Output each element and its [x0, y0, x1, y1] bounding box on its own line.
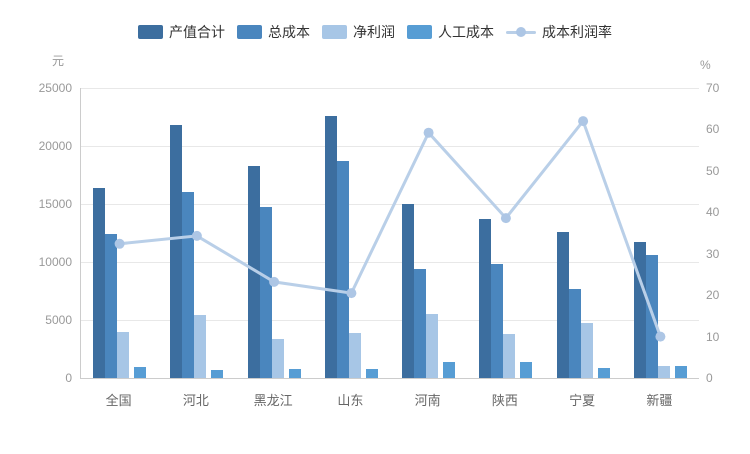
line-dot [578, 116, 589, 127]
category-label: 陕西 [491, 393, 518, 408]
left-tick-label: 5000 [45, 313, 72, 327]
left-tick-label: 20000 [38, 139, 72, 153]
bar-group [313, 88, 390, 378]
bar [520, 361, 533, 378]
legend-bar-swatch [138, 25, 163, 39]
legend-item-4[interactable]: 人工成本 [407, 22, 494, 42]
bar [170, 125, 183, 378]
right-tick-label: 30 [706, 246, 720, 261]
left-axis-unit: 元 [51, 54, 64, 68]
gridline [81, 204, 699, 205]
bar [211, 370, 224, 378]
legend-line-swatch [506, 25, 536, 39]
left-tick-label: 0 [65, 371, 72, 385]
category-label: 新疆 [646, 393, 673, 408]
legend-label: 人工成本 [438, 24, 494, 40]
category-label: 宁夏 [569, 393, 596, 408]
bar [93, 187, 106, 378]
right-tick-label: 10 [706, 329, 720, 344]
bar-group [545, 88, 622, 378]
bar [134, 366, 147, 378]
bar [674, 365, 687, 378]
bar [117, 331, 130, 378]
right-tick-label: 40 [706, 205, 720, 220]
right-tick-label: 0 [706, 371, 713, 385]
legend-item-3[interactable]: 净利润 [322, 22, 395, 42]
bar [247, 165, 260, 378]
bar [105, 234, 118, 378]
bar [324, 115, 337, 378]
bar [402, 204, 415, 378]
category-label: 河北 [182, 393, 209, 408]
plot-area [80, 88, 699, 379]
bar [365, 369, 378, 378]
line-dot [191, 230, 202, 241]
bar [348, 333, 361, 378]
right-tick-label: 60 [706, 122, 720, 137]
legend-bar-swatch [322, 25, 347, 39]
legend-item-2[interactable]: 总成本 [237, 22, 310, 42]
bar [288, 368, 301, 378]
profit-rate-line-layer [114, 116, 666, 342]
bar-group [81, 88, 158, 378]
legend: 产值合计 总成本 净利润 人工成本 成本利润率 [0, 22, 750, 42]
gridline [81, 262, 699, 263]
bar [657, 365, 670, 378]
bar [568, 288, 581, 378]
category-label: 河南 [414, 393, 441, 408]
bar [414, 268, 427, 378]
legend-item-1[interactable]: 产值合计 [138, 22, 225, 42]
right-tick-label: 20 [706, 288, 720, 303]
profit-rate-line [119, 118, 662, 338]
bar-group [467, 88, 544, 378]
bar-groups [81, 88, 699, 378]
bar [491, 264, 504, 378]
bar [259, 207, 272, 378]
right-tick-label: 70 [706, 81, 720, 95]
bar-group [236, 88, 313, 378]
legend-bar-swatch [407, 25, 432, 39]
legend-item-5[interactable]: 成本利润率 [506, 22, 612, 42]
line-dot [423, 127, 434, 138]
bar [426, 313, 439, 378]
bar [633, 242, 646, 378]
legend-label: 产值合计 [169, 24, 225, 40]
line-dot [346, 288, 357, 299]
left-tick-label: 15000 [38, 197, 72, 211]
legend-label: 总成本 [268, 24, 310, 40]
left-tick-label: 25000 [38, 81, 72, 95]
right-tick-label: 50 [706, 163, 720, 178]
bar [182, 192, 195, 378]
category-label: 黑龙江 [253, 393, 293, 408]
right-axis-unit: % [700, 58, 711, 72]
bar [597, 367, 610, 378]
bar [556, 231, 569, 378]
line-dot [500, 213, 511, 224]
gridline [81, 320, 699, 321]
category-label: 全国 [105, 393, 132, 408]
bar [271, 338, 284, 378]
gridline [81, 146, 699, 147]
legend-label: 成本利润率 [542, 24, 612, 40]
bar [443, 361, 456, 378]
gridline [81, 88, 699, 89]
bar [336, 161, 349, 378]
bar [479, 219, 492, 378]
line-dot [655, 331, 666, 342]
line-dot [114, 238, 125, 249]
left-tick-label: 10000 [38, 255, 72, 269]
line-dot [269, 276, 280, 287]
legend-bar-swatch [237, 25, 262, 39]
bar-group [390, 88, 467, 378]
bar [194, 315, 207, 378]
bar-group [158, 88, 235, 378]
legend-label: 净利润 [353, 24, 395, 40]
category-label: 山东 [337, 393, 364, 408]
bar [503, 333, 516, 378]
bar [580, 322, 593, 378]
